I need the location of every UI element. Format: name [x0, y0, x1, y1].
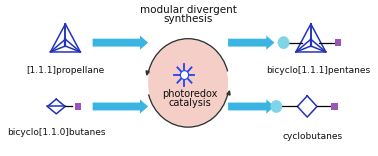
Text: photoredox: photoredox	[162, 89, 218, 99]
Text: catalysis: catalysis	[169, 98, 211, 108]
Text: synthesis: synthesis	[163, 14, 213, 24]
Polygon shape	[146, 71, 149, 75]
Circle shape	[270, 100, 282, 113]
Circle shape	[180, 71, 189, 79]
Text: bicyclo[1.1.0]butanes: bicyclo[1.1.0]butanes	[7, 128, 105, 137]
Polygon shape	[228, 99, 274, 114]
Polygon shape	[93, 99, 148, 114]
Polygon shape	[93, 36, 148, 50]
FancyBboxPatch shape	[335, 39, 341, 46]
FancyBboxPatch shape	[331, 103, 338, 110]
Text: cyclobutanes: cyclobutanes	[283, 132, 343, 141]
Text: modular divergent: modular divergent	[139, 5, 237, 15]
Text: [1.1.1]propellane: [1.1.1]propellane	[26, 66, 104, 75]
Circle shape	[278, 36, 290, 49]
Circle shape	[148, 40, 228, 126]
Polygon shape	[228, 36, 274, 50]
Text: bicyclo[1.1.1]pentanes: bicyclo[1.1.1]pentanes	[266, 66, 370, 75]
Polygon shape	[227, 91, 230, 95]
FancyBboxPatch shape	[75, 103, 81, 110]
